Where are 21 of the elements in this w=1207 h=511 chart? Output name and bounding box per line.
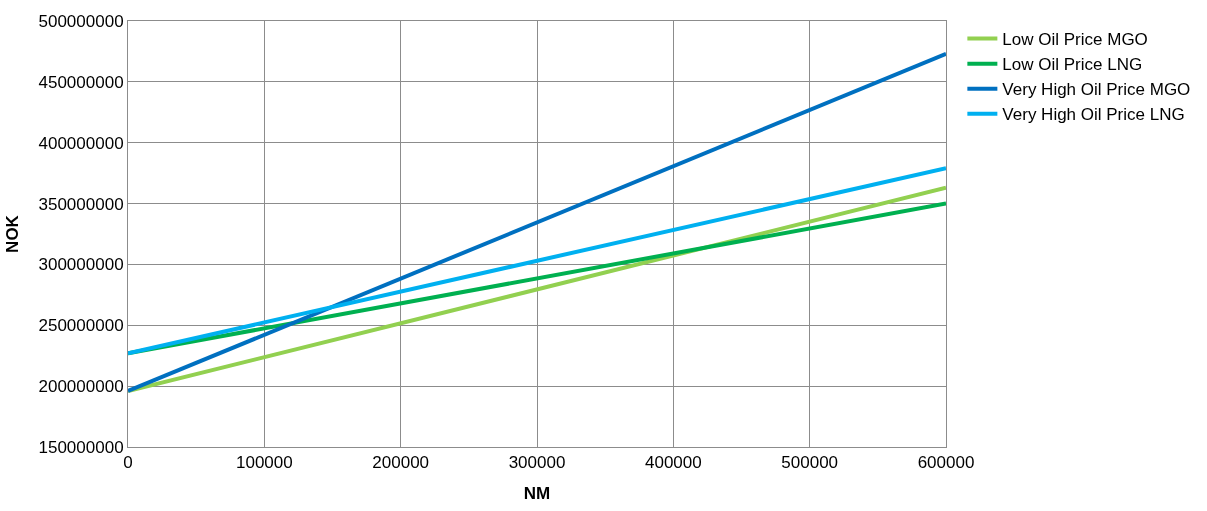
x-tick-label: 0 <box>123 453 133 473</box>
y-axis-title: NOK <box>3 214 23 253</box>
legend-label: Very High Oil Price LNG <box>1002 105 1185 125</box>
x-tick-label: 600000 <box>917 453 975 473</box>
y-tick-label: 250000000 <box>38 316 124 336</box>
x-tick-label: 100000 <box>235 453 293 473</box>
legend-label: Low Oil Price LNG <box>1002 55 1143 75</box>
x-axis-title: NM <box>523 483 551 503</box>
legend-label: Very High Oil Price MGO <box>1002 80 1191 100</box>
y-tick-label: 450000000 <box>38 72 124 92</box>
y-tick-label: 400000000 <box>38 133 124 153</box>
legend-label: Low Oil Price MGO <box>1002 30 1148 50</box>
y-tick-label: 200000000 <box>38 377 124 397</box>
x-tick-label: 300000 <box>508 453 566 473</box>
y-tick-label: 500000000 <box>38 11 124 31</box>
y-tick-label: 350000000 <box>38 194 124 214</box>
x-tick-label: 400000 <box>644 453 702 473</box>
x-tick-label: 200000 <box>372 453 430 473</box>
y-tick-label: 300000000 <box>38 255 124 275</box>
y-tick-label: 150000000 <box>38 437 124 457</box>
x-tick-label: 500000 <box>781 453 839 473</box>
